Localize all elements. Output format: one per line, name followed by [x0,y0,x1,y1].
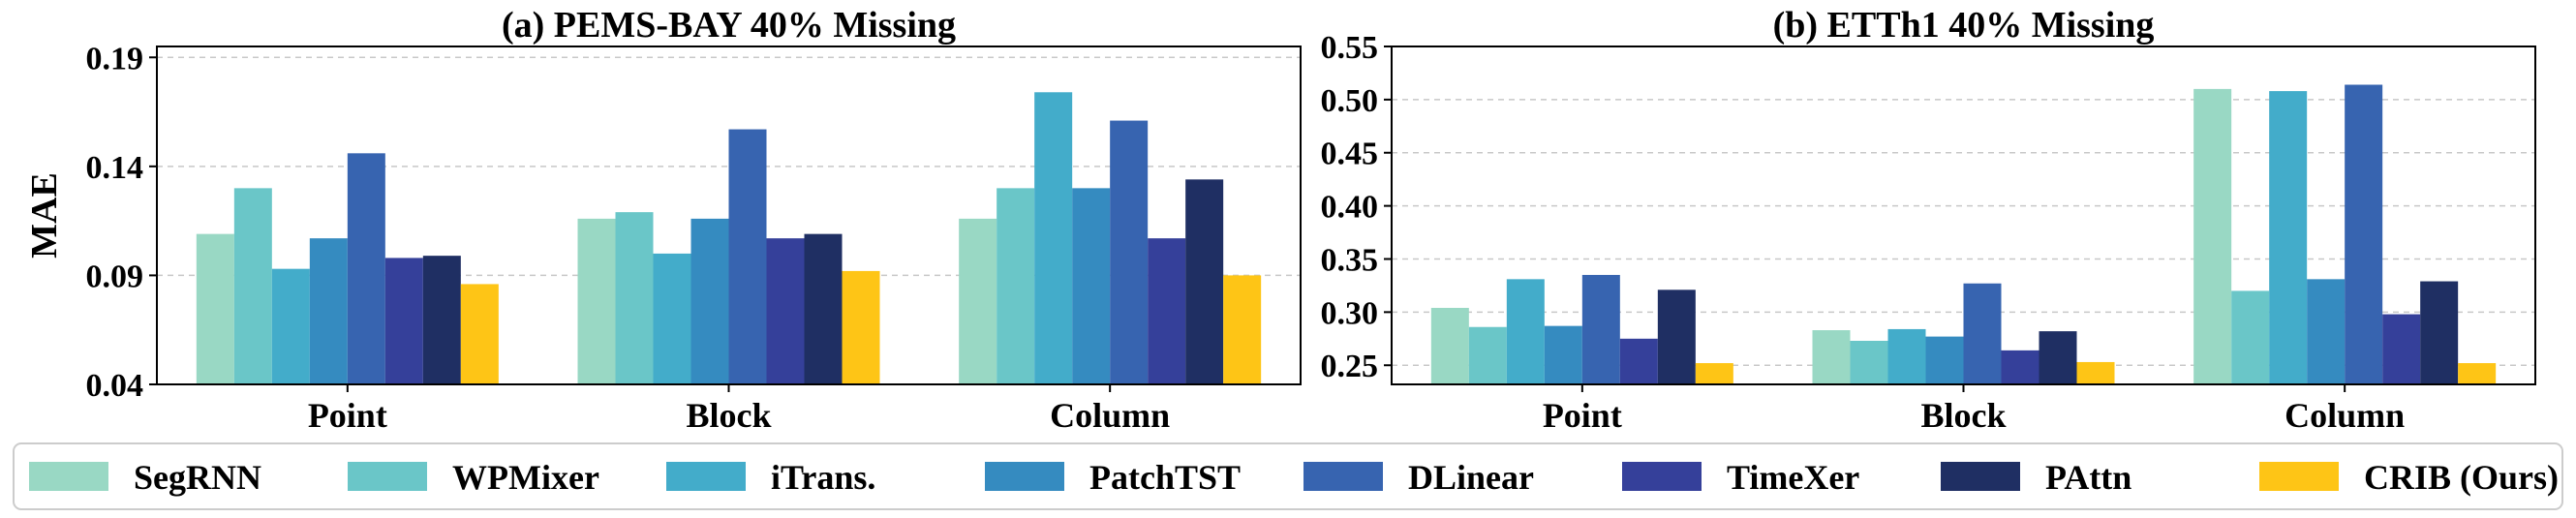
bar-pattn-point [422,256,461,384]
bar-crib-ours--block [842,270,880,384]
legend-swatch-patchtst [985,462,1064,491]
bar-segrnn-block [1812,330,1851,384]
legend-swatch-itrans- [666,462,746,491]
bar-dlinear-column [1110,120,1149,384]
bar-patchtst-point [309,238,348,384]
bar-timexer-column [1148,238,1186,384]
bar-segrnn-column [959,218,997,384]
bar-itrans--column [1034,92,1073,384]
chart-title: (a) PEMS-BAY 40% Missing [502,5,956,46]
chart-title: (b) ETTh1 40% Missing [1773,5,2155,46]
bar-dlinear-point [347,153,385,384]
legend-swatch-dlinear [1303,462,1383,491]
legend-label: DLinear [1408,458,1534,497]
y-tick-label: 0.09 [86,259,144,294]
bar-pattn-point [1657,289,1696,384]
bar-pattn-column [2420,281,2459,384]
legend-swatch-crib-ours- [2259,462,2339,491]
bar-patchtst-column [1072,188,1111,384]
legend-label: CRIB (Ours) [2364,458,2559,497]
bar-wpmixer-point [1468,326,1507,384]
legend-swatch-pattn [1941,462,2020,491]
bar-crib-ours--point [1695,363,1733,384]
x-tick-label: Column [2285,396,2405,435]
bar-segrnn-column [2193,88,2232,385]
x-tick-label: Block [686,396,771,435]
bar-patchtst-block [1925,336,1964,384]
bar-dlinear-block [728,129,767,385]
bar-itrans--block [653,253,691,384]
y-tick-label: 0.50 [1321,83,1379,119]
bar-dlinear-point [1581,274,1620,384]
y-tick-label: 0.55 [1321,30,1379,66]
y-tick-label: 0.04 [86,368,144,404]
bar-crib-ours--block [2076,361,2115,384]
bar-segrnn-point [1430,307,1469,384]
bar-pattn-block [804,233,843,384]
bar-segrnn-block [577,218,616,384]
bar-patchtst-block [690,218,729,384]
legend-box [13,442,2563,510]
x-tick-label: Block [1920,396,2006,435]
bar-itrans--block [1887,328,1926,384]
bar-timexer-point [384,258,423,384]
bar-timexer-block [2001,350,2039,384]
bar-wpmixer-block [1850,341,1888,384]
y-tick-label: 0.19 [86,41,144,76]
bar-crib-ours--point [460,284,499,384]
y-tick-label: 0.40 [1321,190,1379,226]
bar-wpmixer-column [2231,290,2270,384]
legend-label: WPMixer [452,458,599,497]
bar-dlinear-column [2345,84,2383,385]
legend-label: PAttn [2045,458,2131,497]
legend-swatch-wpmixer [348,462,427,491]
bar-wpmixer-block [615,212,654,384]
bar-patchtst-point [1544,325,1582,384]
bar-crib-ours--column [2458,363,2497,384]
y-tick-label: 0.45 [1321,137,1379,172]
legend-label: SegRNN [134,458,261,497]
legend-label: PatchTST [1089,458,1241,497]
y-tick-label: 0.35 [1321,242,1379,278]
bar-pattn-column [1185,179,1224,384]
bar-itrans--point [271,268,310,384]
legend-swatch-timexer [1622,462,1702,491]
plot-frame [156,46,1302,385]
bar-crib-ours--column [1223,275,1262,384]
bar-pattn-block [2039,331,2077,384]
x-tick-label: Column [1050,396,1170,435]
bar-segrnn-point [196,233,234,384]
y-axis-label: MAE [24,172,65,259]
bar-dlinear-block [1963,283,2002,384]
legend-label: iTrans. [771,458,875,497]
legend-swatch-segrnn [29,462,108,491]
bar-itrans--point [1506,279,1545,384]
bar-timexer-point [1619,338,1658,384]
bar-patchtst-column [2307,279,2346,384]
x-tick-label: Point [1543,396,1622,435]
bar-timexer-block [766,238,805,384]
y-tick-label: 0.25 [1321,349,1379,384]
bar-timexer-column [2382,314,2421,384]
bar-wpmixer-column [997,188,1035,384]
legend-label: TimeXer [1727,458,1859,497]
bar-wpmixer-point [233,188,272,384]
y-tick-label: 0.14 [86,150,144,186]
y-tick-label: 0.30 [1321,295,1379,331]
bar-itrans--column [2269,91,2308,385]
x-tick-label: Point [308,396,387,435]
plot-frame [1391,46,2536,385]
